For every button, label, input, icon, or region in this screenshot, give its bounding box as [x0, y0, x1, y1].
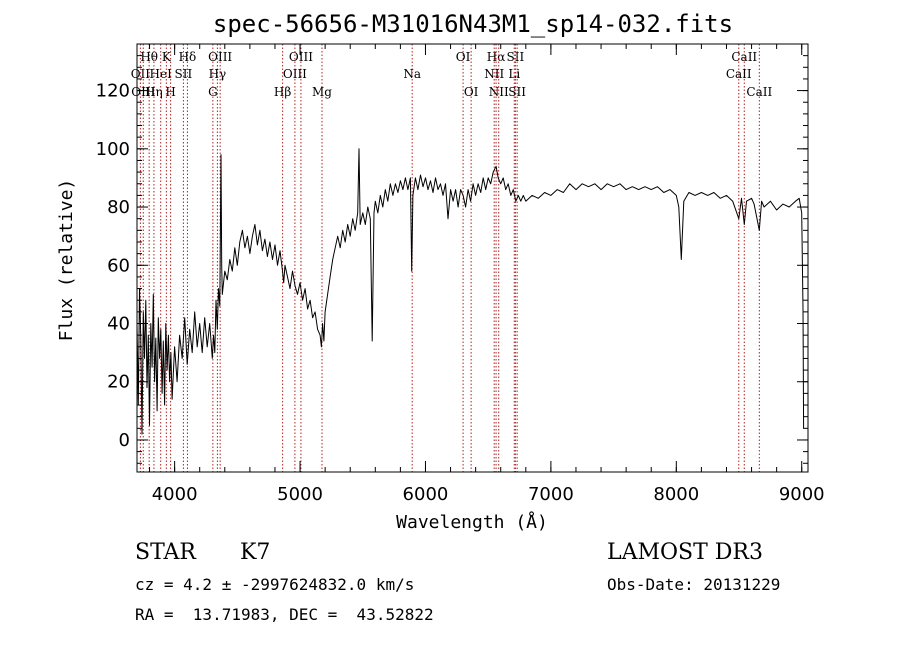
object-class: STAR: [135, 540, 196, 565]
y-tick-label-4: 80: [107, 197, 130, 218]
line-marker-label-18: OI: [464, 85, 479, 99]
line-marker-label-5: Hη: [145, 85, 163, 99]
y-tick-label-3: 60: [107, 255, 130, 276]
line-marker-label-27: CaII: [746, 85, 772, 99]
y-tick-label-0: 0: [119, 430, 130, 451]
y-tick-label-6: 120: [96, 81, 130, 102]
line-marker-label-17: OI: [456, 50, 471, 64]
survey-name: LAMOST DR3: [607, 540, 763, 565]
line-marker-label-16: Na: [403, 67, 421, 81]
line-marker-label-21: NII: [489, 85, 509, 99]
spectrum-series: [136, 148, 805, 435]
x-tick-label-2: 6000: [403, 484, 449, 505]
line-marker-label-3: K: [162, 50, 172, 64]
line-marker-label-9: OIII: [208, 50, 232, 64]
line-marker-label-24: SII: [508, 85, 526, 99]
y-axis-label: Flux (relative): [56, 179, 77, 342]
x-tick-label-1: 5000: [277, 484, 323, 505]
line-marker-label-8: Hδ: [179, 50, 197, 64]
x-tick-label-3: 7000: [528, 484, 574, 505]
line-marker-label-12: Hβ: [274, 85, 291, 99]
axis-ticks: 4000 5000 6000 7000 8000 9000 0 20 40 60 80 100 120: [96, 43, 825, 505]
x-tick-label-4: 8000: [653, 484, 699, 505]
line-marker-label-11: G: [208, 85, 218, 99]
sky-coordinates: RA = 13.71983, DEC = 43.52822: [135, 605, 434, 624]
observation-date: Obs-Date: 20131229: [607, 575, 781, 594]
x-tick-label-0: 4000: [152, 484, 198, 505]
chart-title: spec-56656-M31016N43M1_sp14-032.fits: [213, 10, 733, 38]
y-tick-label-5: 100: [96, 139, 130, 160]
line-marker-label-19: Hα: [487, 50, 506, 64]
object-subclass: K7: [240, 540, 271, 565]
line-marker-label-15: Mg: [312, 85, 332, 99]
series-line-0: [136, 148, 805, 435]
line-marker-label-14: OIII: [283, 67, 307, 81]
line-marker-label-0: Hθ: [140, 50, 158, 64]
line-marker-label-6: SII: [175, 67, 193, 81]
line-marker-label-25: CaII: [731, 50, 757, 64]
line-marker-label-26: CaII: [726, 67, 752, 81]
line-marker-label-20: NII: [484, 67, 504, 81]
line-marker-label-7: H: [165, 85, 175, 99]
line-marker-label-4: HeI: [150, 67, 173, 81]
redshift-readout: cz = 4.2 ± -2997624832.0 km/s: [135, 575, 415, 594]
plot-frame: [136, 43, 809, 473]
line-marker-label-23: Li: [508, 67, 520, 81]
line-marker-label-1: OII: [131, 67, 151, 81]
line-marker-label-10: Hγ: [209, 67, 227, 81]
x-axis-label: Wavelength (Å): [396, 511, 548, 533]
line-marker-label-13: OIII: [289, 50, 313, 64]
y-tick-label-1: 20: [107, 372, 130, 393]
y-tick-label-2: 40: [107, 314, 130, 335]
x-tick-label-5: 9000: [779, 484, 825, 505]
line-marker-label-22: SII: [507, 50, 525, 64]
